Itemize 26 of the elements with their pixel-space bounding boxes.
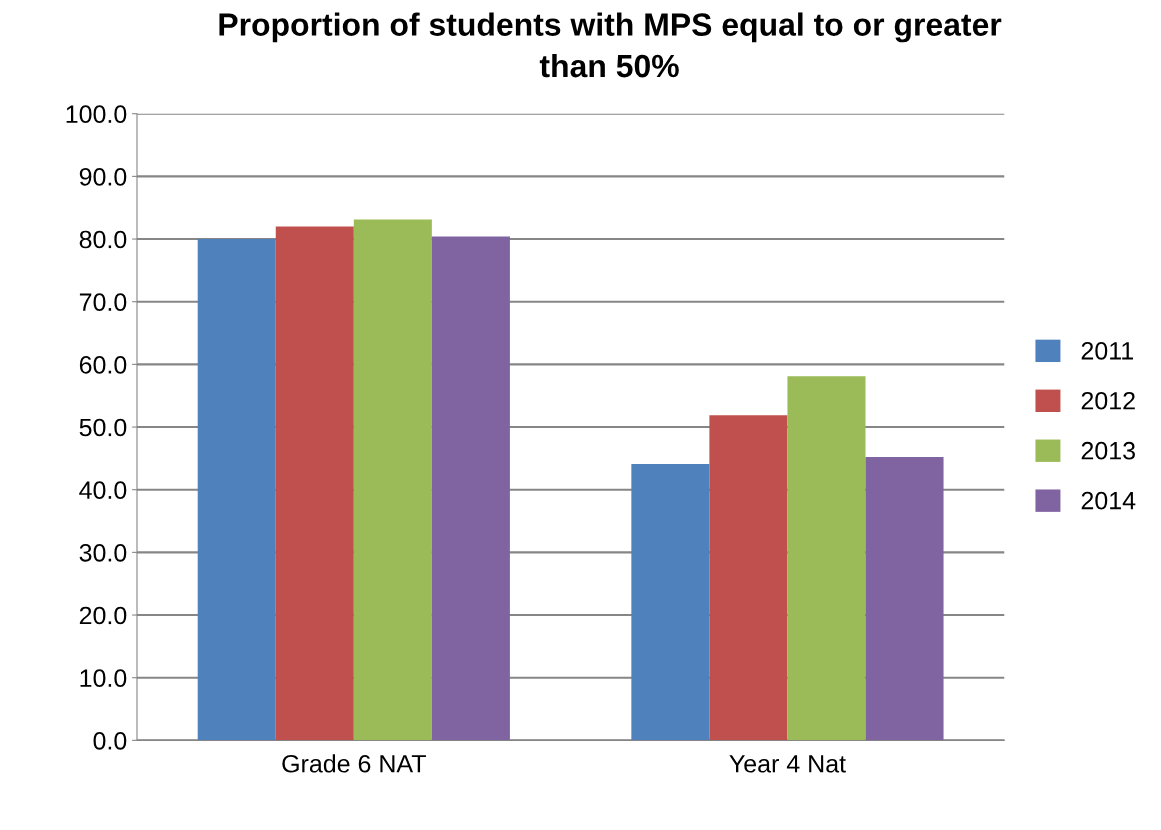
x-tick-label: Grade 6 NAT xyxy=(282,754,426,773)
bar xyxy=(709,415,788,741)
y-tick-label: 90.0 xyxy=(79,167,127,186)
y-tick-label: 20.0 xyxy=(79,606,127,625)
bar xyxy=(631,464,710,741)
legend-label: 2014 xyxy=(1081,491,1136,510)
legend-label: 2011 xyxy=(1081,341,1133,360)
legend-label: 2012 xyxy=(1081,391,1135,410)
y-tick-label: 50.0 xyxy=(79,418,127,437)
y-tick-label: 0.0 xyxy=(93,731,127,750)
y-tick-label: 60.0 xyxy=(79,355,127,374)
bar xyxy=(865,457,944,741)
legend-label: 2013 xyxy=(1081,441,1135,460)
y-tick-label: 100.0 xyxy=(66,105,127,124)
bar xyxy=(197,239,276,741)
bar xyxy=(275,226,354,741)
chart-title: Proportion of students with MPS equal to or greater than 50% xyxy=(219,12,1002,78)
y-tick-label: 10.0 xyxy=(80,669,127,687)
x-tick-label: Year 4 Nat xyxy=(729,755,846,773)
bar xyxy=(787,376,866,741)
bar xyxy=(353,219,432,741)
y-tick-label: 70.0 xyxy=(79,293,127,312)
y-tick-label: 30.0 xyxy=(79,543,127,562)
y-tick-label: 80.0 xyxy=(79,230,127,249)
y-tick-label: 40.0 xyxy=(79,481,127,499)
bar xyxy=(431,236,510,741)
